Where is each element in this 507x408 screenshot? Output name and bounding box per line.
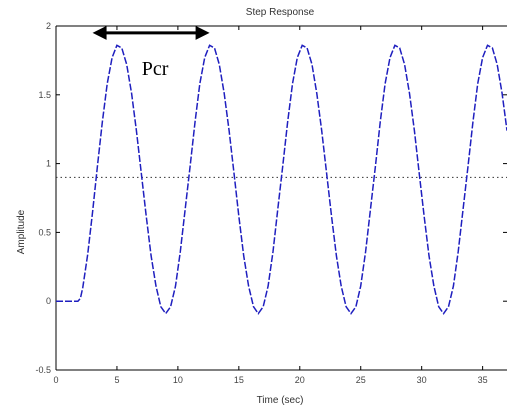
- x-tick-label: 15: [234, 375, 244, 385]
- plot-area: [55, 25, 507, 371]
- x-tick-label: 20: [295, 375, 305, 385]
- y-axis: -0.5 0 0.5 1 1.5 2: [35, 21, 507, 375]
- chart-title: Step Response: [246, 7, 315, 18]
- pcr-arrowhead-right: [195, 25, 210, 40]
- x-tick-label: 5: [114, 375, 119, 385]
- y-tick-label: 2: [46, 21, 51, 31]
- y-tick-label: 1.5: [38, 90, 51, 100]
- y-tick-label: -0.5: [35, 365, 51, 375]
- pcr-annotation: Pcr: [92, 25, 210, 80]
- y-tick-label: 1: [46, 159, 51, 169]
- x-tick-label: 35: [478, 375, 488, 385]
- response-line: [56, 44, 507, 315]
- series-lines: [56, 44, 507, 315]
- x-tick-label: 30: [417, 375, 427, 385]
- pcr-arrowhead-left: [92, 25, 107, 40]
- pcr-label: Pcr: [142, 58, 169, 80]
- y-tick-label: 0: [46, 296, 51, 306]
- x-tick-label: 0: [53, 375, 58, 385]
- y-tick-label: 0.5: [38, 227, 51, 237]
- x-axis-label: Time (sec): [257, 395, 304, 406]
- y-axis-label: Amplitude: [16, 209, 27, 254]
- x-axis: 0 5 10 15 20 25 30 35: [53, 26, 488, 385]
- x-tick-label: 10: [173, 375, 183, 385]
- x-tick-label: 25: [356, 375, 366, 385]
